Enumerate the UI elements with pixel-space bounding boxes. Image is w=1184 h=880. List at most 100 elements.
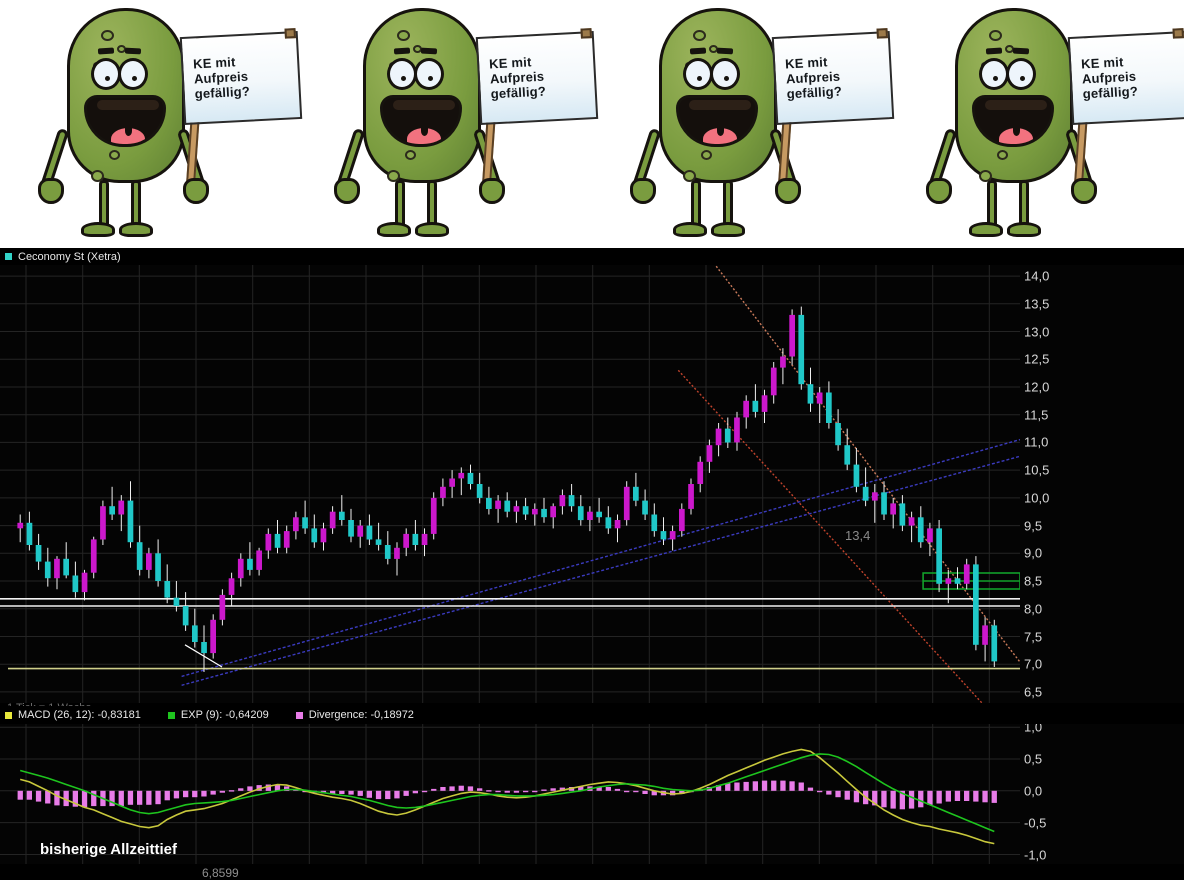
pupil-icon: [993, 76, 998, 81]
pupil-icon: [1020, 76, 1025, 81]
sign-nail-icon: [876, 28, 888, 39]
pupil-icon: [132, 76, 137, 81]
pickle-left-hand: [926, 178, 952, 204]
pickle-bump-icon: [91, 170, 104, 182]
price-axis-tick: 11,0: [1024, 434, 1049, 450]
price-chart-legend: Ceconomy St (Xetra): [0, 248, 1184, 265]
macd-axis-tick: -1,0: [1024, 847, 1047, 862]
price-axis-tick: 6,5: [1024, 684, 1043, 700]
pickle-bump-icon: [397, 30, 410, 41]
pickle-left-brow: [689, 47, 707, 55]
pickle-character: KE mit Aufpreis gefällig?: [5, 0, 303, 248]
pickle-tongue: [111, 126, 145, 144]
pupil-icon: [428, 76, 433, 81]
mouth-highlight: [393, 100, 455, 110]
pickle-right-hand: [183, 178, 209, 204]
pickle-bump-icon: [387, 170, 400, 182]
macd-legend-divergence: Divergence: -0,18972: [294, 709, 414, 721]
protest-sign-board: KE mit Aufpreis gefällig?: [771, 28, 895, 126]
pickle-character: KE mit Aufpreis gefällig?: [301, 0, 599, 248]
pickle-right-foot: [415, 222, 449, 237]
macd-label: MACD (26, 12): -0,83181: [18, 709, 141, 721]
macd-indicator-svg: [0, 724, 1020, 864]
protest-sign-board: KE mit Aufpreis gefällig?: [1067, 28, 1184, 126]
pupil-icon: [105, 76, 110, 81]
price-candlestick-svg: [0, 265, 1020, 703]
pickle-left-eye: [683, 58, 713, 90]
pickle-right-brow: [420, 47, 438, 55]
sign-nail-icon: [580, 28, 592, 39]
mouth-highlight: [689, 100, 751, 110]
pickle-left-brow: [985, 47, 1003, 55]
price-axis-tick: 9,5: [1024, 518, 1043, 534]
pickle-left-hand: [334, 178, 360, 204]
chart-bottom-strip: [0, 864, 1184, 880]
price-panel[interactable]: 14,0 13,5 13,0 12,5 12,0 11,5 11,0 10,5 10,0 9,5 9…: [0, 265, 1184, 703]
pickle-tongue: [407, 126, 441, 144]
price-axis-tick: 11,5: [1024, 407, 1049, 423]
pickle-bump-icon: [101, 30, 114, 41]
all-time-low-annotation: bisherige Allzeittief: [40, 841, 177, 858]
pickle-right-brow: [1012, 47, 1030, 55]
pickle-right-foot: [711, 222, 745, 237]
pickle-bump-icon: [693, 30, 706, 41]
pickle-left-eye: [91, 58, 121, 90]
macd-legend: MACD (26, 12): -0,83181 EXP (9): -0,6420…: [0, 706, 1184, 724]
pickle-left-brow: [393, 47, 411, 55]
mouth-highlight: [985, 100, 1047, 110]
pickle-character: KE mit Aufpreis gefällig?: [893, 0, 1184, 248]
pickle-right-eye: [118, 58, 148, 90]
pickle-left-hand: [630, 178, 656, 204]
pickle-bump-icon: [109, 150, 120, 160]
pickle-right-hand: [1071, 178, 1097, 204]
pickle-bump-icon: [683, 170, 696, 182]
macd-y-axis: 1,0 0,5 0,0 -0,5 -1,0: [1020, 724, 1184, 864]
price-axis-tick: 12,0: [1024, 379, 1050, 395]
macd-legend-exp: EXP (9): -0,64209: [166, 709, 269, 721]
pickle-left-foot: [969, 222, 1003, 237]
macd-panel[interactable]: 1,0 0,5 0,0 -0,5 -1,0: [0, 724, 1184, 864]
pickle-bump-icon: [405, 150, 416, 160]
price-axis-tick: 14,0: [1024, 268, 1050, 284]
pickle-left-foot: [673, 222, 707, 237]
peak-price-label: 13,4: [845, 528, 871, 543]
pickle-tongue: [703, 126, 737, 144]
price-plot-area[interactable]: [0, 265, 1020, 703]
pickle-right-foot: [119, 222, 153, 237]
all-time-low-value: 6,8599: [202, 866, 239, 880]
price-axis-tick: 10,5: [1024, 462, 1050, 478]
macd-legend-macd: MACD (26, 12): -0,83181: [4, 709, 141, 721]
pickle-right-brow: [716, 47, 734, 55]
pickle-right-eye: [414, 58, 444, 90]
pickle-body: [659, 8, 777, 183]
protest-sign-board: KE mit Aufpreis gefällig?: [475, 28, 599, 126]
exp-swatch-icon: [166, 710, 176, 720]
macd-plot-area[interactable]: [0, 724, 1020, 864]
pickle-left-eye: [979, 58, 1009, 90]
pupil-icon: [401, 76, 406, 81]
pickle-left-eye: [387, 58, 417, 90]
pickle-bump-icon: [997, 150, 1008, 160]
macd-axis-tick: 0,5: [1024, 751, 1043, 767]
pickle-bump-icon: [979, 170, 992, 182]
pupil-icon: [697, 76, 702, 81]
pickle-character: KE mit Aufpreis gefällig?: [597, 0, 895, 248]
price-axis-tick: 7,5: [1024, 629, 1043, 644]
pickle-right-hand: [775, 178, 801, 204]
pickle-right-hand: [479, 178, 505, 204]
pickle-left-foot: [377, 222, 411, 237]
instrument-swatch-icon: [4, 252, 13, 261]
price-axis-tick: 9,0: [1024, 545, 1043, 561]
sign-nail-icon: [1172, 28, 1184, 39]
divergence-label: Divergence: -0,18972: [308, 709, 414, 721]
instrument-label: Ceconomy St (Xetra): [18, 250, 121, 263]
pickle-left-hand: [38, 178, 64, 204]
price-y-axis: 14,0 13,5 13,0 12,5 12,0 11,5 11,0 10,5 10,0 9,5 9…: [1020, 265, 1184, 703]
exp-label: EXP (9): -0,64209: [180, 709, 269, 721]
pickle-right-eye: [1006, 58, 1036, 90]
price-axis-tick: 10,0: [1024, 490, 1050, 506]
pickle-bump-icon: [701, 150, 712, 160]
macd-axis-tick: -0,5: [1024, 815, 1047, 831]
pupil-icon: [724, 76, 729, 81]
